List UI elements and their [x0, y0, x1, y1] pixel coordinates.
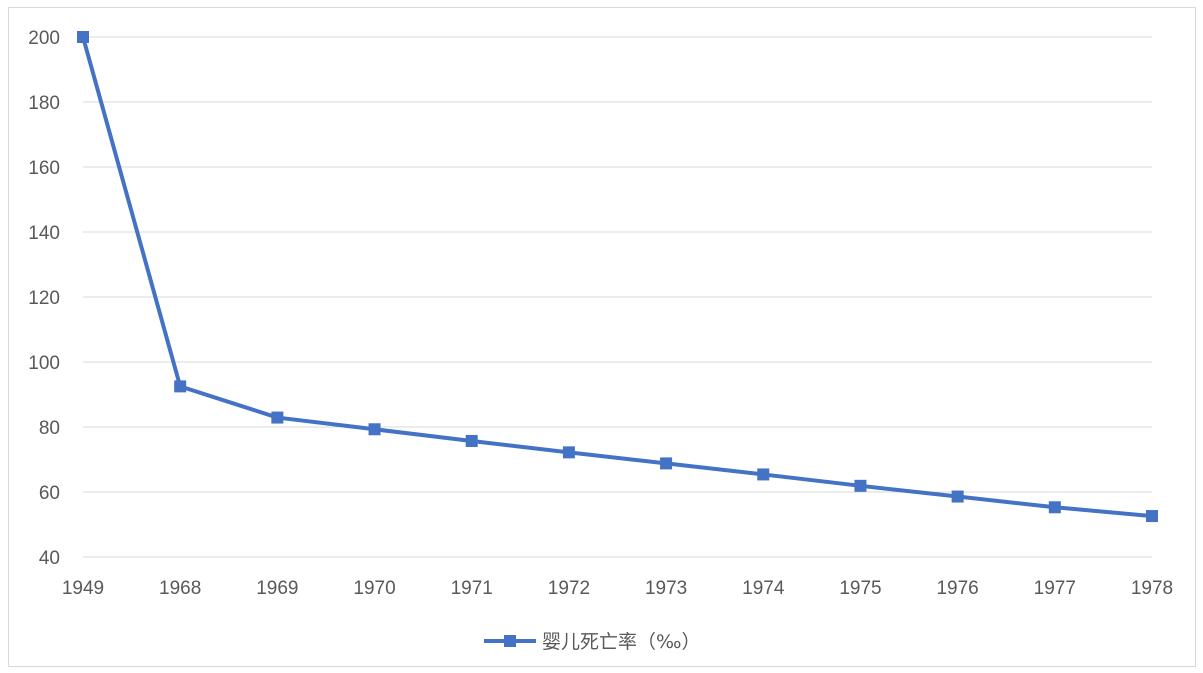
- y-tick-label: 120: [28, 288, 60, 309]
- data-point-1973: [660, 457, 673, 470]
- data-point-1975: [854, 479, 867, 492]
- x-tick-label: 1972: [548, 578, 590, 599]
- x-tick-label: 1968: [159, 578, 201, 599]
- x-tick-label: 1974: [742, 578, 785, 599]
- y-axis-ticks: 40 60 80 100 120 140 160 180 200: [28, 28, 60, 569]
- x-tick-label: 1976: [936, 578, 978, 599]
- data-point-1977: [1048, 501, 1061, 514]
- y-tick-label: 180: [28, 93, 60, 114]
- legend-marker: [504, 635, 516, 647]
- x-tick-label: 1977: [1034, 578, 1076, 599]
- x-tick-label: 1969: [256, 578, 298, 599]
- data-point-1974: [757, 468, 770, 481]
- data-point-1976: [951, 490, 964, 503]
- data-point-1970: [368, 423, 381, 436]
- y-tick-label: 160: [28, 158, 60, 179]
- data-point-1978: [1146, 510, 1158, 523]
- data-point-1971: [465, 434, 478, 447]
- data-point-1949: [77, 31, 89, 43]
- x-axis-ticks: 1949 1968 1969 1970 1971 1972 1973 1974 1975 1976…: [62, 578, 1173, 599]
- x-tick-label: 1949: [62, 578, 104, 599]
- y-tick-label: 100: [28, 353, 60, 374]
- y-tick-label: 60: [39, 483, 60, 504]
- y-tick-label: 40: [39, 548, 60, 569]
- x-tick-label: 1970: [353, 578, 395, 599]
- y-tick-label: 140: [28, 223, 60, 244]
- x-tick-label: 1971: [451, 578, 493, 599]
- legend-series-label: 婴儿死亡率（‰）: [542, 631, 701, 653]
- data-point-1972: [562, 446, 575, 459]
- y-tick-label: 80: [39, 418, 60, 439]
- x-tick-label: 1975: [839, 578, 881, 599]
- legend: 婴儿死亡率（‰）: [484, 631, 701, 653]
- x-tick-label: 1973: [645, 578, 687, 599]
- x-tick-label: 1978: [1131, 578, 1173, 599]
- series-line: [81, 36, 1153, 519]
- y-tick-label: 200: [28, 28, 60, 49]
- series-layer: [77, 31, 1158, 523]
- gridlines: [83, 36, 1152, 558]
- data-point-1969: [271, 411, 284, 424]
- data-point-1968: [174, 380, 187, 393]
